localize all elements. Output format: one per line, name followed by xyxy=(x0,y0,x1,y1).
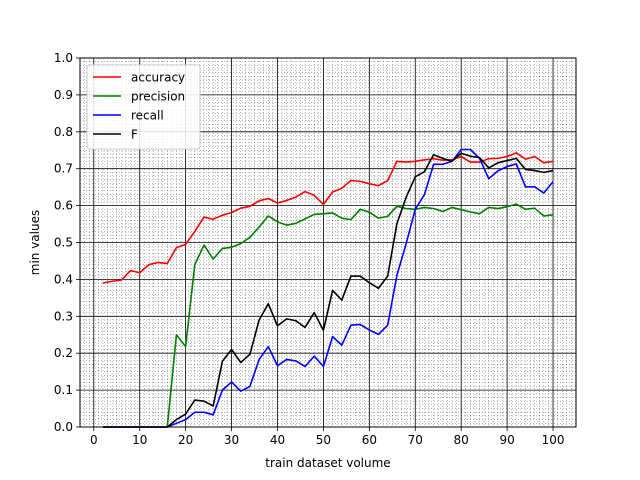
y-tick-label: 1.0 xyxy=(54,51,73,65)
y-tick-label: 0.8 xyxy=(54,125,73,139)
x-tick-label: 30 xyxy=(224,433,239,447)
axis-ticks: 0 10 20 30 40 50 60 70 80 90 100 0.0 0.1 0.2 0.3 0.4 0.5… xyxy=(54,51,565,447)
y-tick-label: 0.2 xyxy=(54,346,73,360)
legend-box xyxy=(86,64,201,150)
x-tick-label: 40 xyxy=(270,433,285,447)
y-tick-label: 0.5 xyxy=(54,236,73,250)
series-line-f xyxy=(102,152,554,428)
y-tick-label: 0.6 xyxy=(54,199,73,213)
legend-label: accuracy xyxy=(131,71,185,85)
y-tick-label: 0.7 xyxy=(54,162,73,176)
legend-label: recall xyxy=(131,109,164,123)
x-tick-label: 20 xyxy=(178,433,193,447)
x-tick-label: 60 xyxy=(362,433,377,447)
y-tick-label: 0.4 xyxy=(54,272,73,286)
y-tick-label: 0.0 xyxy=(54,420,73,434)
y-axis-label: min values xyxy=(28,210,42,275)
x-tick-label: 0 xyxy=(90,433,98,447)
legend: accuracy precision recall F xyxy=(86,64,201,150)
x-tick-label: 80 xyxy=(454,433,469,447)
x-tick-label: 70 xyxy=(408,433,423,447)
legend-label: F xyxy=(131,128,138,142)
series-layer xyxy=(102,148,554,428)
series-line-accuracy xyxy=(102,152,554,284)
y-tick-label: 0.3 xyxy=(54,309,73,323)
series-line-precision xyxy=(102,203,554,428)
legend-label: precision xyxy=(131,90,185,104)
x-tick-label: 100 xyxy=(542,433,565,447)
x-tick-label: 90 xyxy=(499,433,514,447)
y-tick-label: 0.1 xyxy=(54,383,73,397)
y-tick-label: 0.9 xyxy=(54,88,73,102)
x-tick-label: 50 xyxy=(316,433,331,447)
x-tick-label: 10 xyxy=(132,433,147,447)
x-axis-label: train dataset volume xyxy=(265,456,390,470)
